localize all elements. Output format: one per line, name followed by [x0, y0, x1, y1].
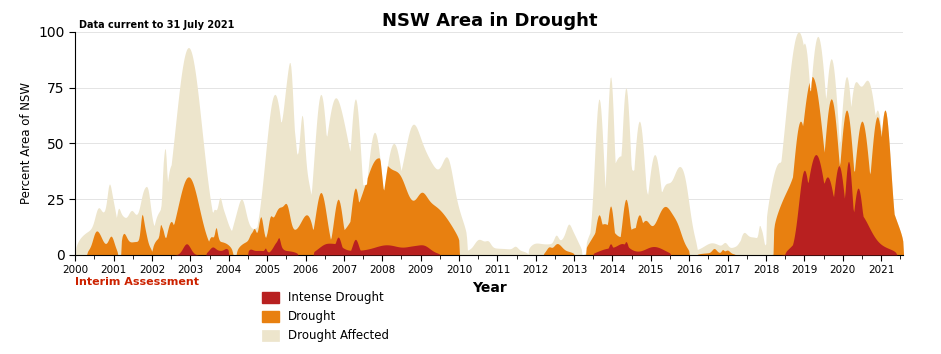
X-axis label: Year: Year: [472, 281, 506, 295]
Text: Interim Assessment: Interim Assessment: [75, 277, 199, 287]
Text: Data current to 31 July 2021: Data current to 31 July 2021: [79, 19, 235, 30]
Title: NSW Area in Drought: NSW Area in Drought: [381, 12, 598, 30]
Y-axis label: Percent Area of NSW: Percent Area of NSW: [20, 82, 33, 204]
Legend: Intense Drought, Drought, Drought Affected: Intense Drought, Drought, Drought Affect…: [260, 289, 391, 344]
